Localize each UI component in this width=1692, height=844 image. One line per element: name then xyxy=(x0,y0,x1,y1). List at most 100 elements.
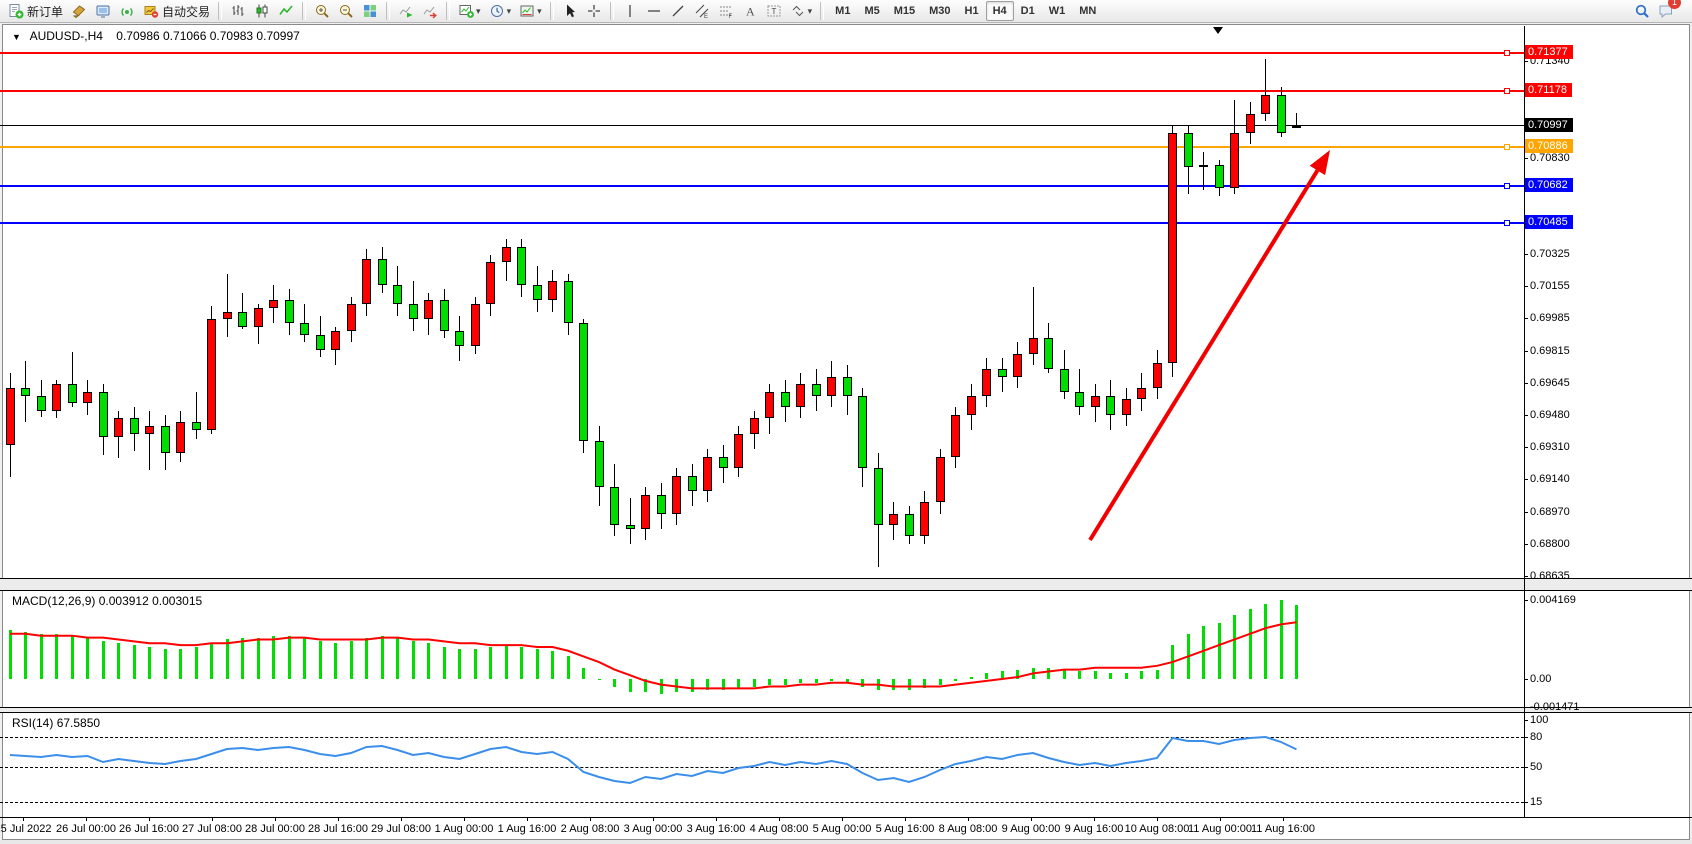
vertical-line-button[interactable] xyxy=(618,0,642,23)
chevron-down-icon[interactable]: ▾ xyxy=(506,5,512,16)
line-marker[interactable] xyxy=(1504,88,1510,95)
text-button[interactable]: A xyxy=(738,0,762,23)
timeframe-d1-button[interactable]: D1 xyxy=(1020,5,1035,17)
chevron-down-icon[interactable]: ▾ xyxy=(807,5,813,16)
timeframe-mn-button[interactable]: MN xyxy=(1079,5,1097,17)
shapes-icon xyxy=(792,5,803,17)
macd-histogram-bar xyxy=(1000,671,1004,679)
candle xyxy=(36,0,46,578)
price-tick-label: 0.69140 xyxy=(1530,473,1570,486)
timeframe-m5-button[interactable]: M5 xyxy=(864,5,880,17)
candle-body xyxy=(21,387,30,396)
chevron-down-icon[interactable]: ▾ xyxy=(476,5,481,16)
line-marker[interactable] xyxy=(1504,143,1510,150)
macd-histogram-bar xyxy=(380,635,384,679)
channel-button[interactable]: E xyxy=(690,0,714,23)
candle-body xyxy=(780,391,790,407)
zoom-in-button[interactable] xyxy=(310,0,334,23)
candle-body xyxy=(67,384,77,404)
candlestick-chart-button[interactable] xyxy=(250,0,274,23)
symbol-dropdown-icon[interactable]: ▼ xyxy=(12,32,21,42)
candle-body xyxy=(377,258,387,286)
bar-chart-button[interactable] xyxy=(226,0,250,23)
time-axis-tick xyxy=(842,817,843,821)
text-icon: A xyxy=(746,5,755,19)
chart-shift-marker[interactable] xyxy=(1213,27,1223,34)
candle xyxy=(377,0,387,578)
rsi-tick-label: 100 xyxy=(1530,714,1549,726)
profiles-button[interactable]: ▾ xyxy=(485,0,516,23)
horizontal-line-object[interactable] xyxy=(0,184,1524,187)
line-chart-button[interactable] xyxy=(274,0,298,23)
horizontal-line-object[interactable] xyxy=(0,222,1524,225)
rsi-level-line[interactable] xyxy=(0,737,1524,738)
candle xyxy=(1106,0,1115,578)
candle xyxy=(920,0,929,578)
notifications-button[interactable]: 1 xyxy=(1654,0,1681,23)
macd-histogram-bar xyxy=(582,667,585,679)
time-axis-tick xyxy=(779,817,780,821)
signals-button[interactable] xyxy=(115,0,139,23)
timeframe-h1-button[interactable]: H1 xyxy=(964,5,979,17)
macd-histogram-bar xyxy=(892,679,895,691)
cursor-button[interactable] xyxy=(558,0,582,23)
horizontal-line-icon xyxy=(647,10,660,12)
timeframe-m15-button[interactable]: M15 xyxy=(893,5,916,17)
candle xyxy=(827,0,836,578)
candle-body xyxy=(362,258,371,305)
candle xyxy=(1214,0,1224,578)
macd-histogram-bar xyxy=(1140,671,1143,679)
auto-scroll-button[interactable] xyxy=(394,0,418,23)
price-tick xyxy=(1524,575,1528,577)
fibonacci-button[interactable]: F xyxy=(714,0,738,23)
chart-window[interactable] xyxy=(2,24,1690,840)
chart-shift-button[interactable] xyxy=(418,0,442,23)
candle-body xyxy=(1183,132,1193,168)
terminal-button[interactable] xyxy=(91,0,115,23)
horizontal-line-object[interactable] xyxy=(0,52,1524,55)
candle xyxy=(749,0,759,578)
autotrading-button[interactable]: 自动交易 xyxy=(139,0,214,23)
candle-body xyxy=(594,441,604,487)
candle xyxy=(1230,0,1239,578)
rsi-level-line[interactable] xyxy=(0,767,1524,768)
new-order-button[interactable]: 新订单 xyxy=(4,0,67,23)
new-chart-button[interactable]: ▾ xyxy=(454,0,485,23)
panel-splitter[interactable] xyxy=(0,579,1692,590)
panel-divider[interactable] xyxy=(0,578,1692,579)
search-button[interactable] xyxy=(1630,0,1654,23)
crosshair-button[interactable] xyxy=(582,0,606,23)
candle-body xyxy=(889,513,898,526)
timeframe-h4-button[interactable]: H4 xyxy=(985,1,1014,21)
chevron-down-icon[interactable]: ▾ xyxy=(537,5,542,16)
horizontal-line-object[interactable] xyxy=(0,90,1524,93)
horizontal-line-button[interactable] xyxy=(642,0,666,23)
time-axis-tick xyxy=(905,817,906,821)
templates-button[interactable]: ▾ xyxy=(515,0,546,23)
label-button[interactable]: T xyxy=(762,0,786,23)
line-marker[interactable] xyxy=(1504,220,1510,227)
candle xyxy=(455,0,464,578)
timeframe-w1-button[interactable]: W1 xyxy=(1048,5,1066,17)
panel-divider[interactable] xyxy=(0,707,1692,708)
panel-divider[interactable] xyxy=(0,590,1692,591)
panel-divider[interactable] xyxy=(0,712,1692,713)
time-label: 26 Jul 00:00 xyxy=(56,823,116,835)
shapes-button[interactable]: ▾ xyxy=(786,0,817,23)
rsi-level-line[interactable] xyxy=(0,802,1524,803)
price-axis-line[interactable] xyxy=(1524,26,1525,817)
timeframe-m30-button[interactable]: M30 xyxy=(929,5,951,17)
macd-histogram-bar xyxy=(256,637,260,679)
horizontal-line-object[interactable] xyxy=(0,145,1524,148)
candle xyxy=(129,0,139,578)
zoom-out-button[interactable] xyxy=(334,0,358,23)
candle-body xyxy=(796,384,805,407)
line-marker[interactable] xyxy=(1504,50,1510,57)
timeframe-m1-button[interactable]: M1 xyxy=(835,5,851,17)
time-label: 3 Aug 16:00 xyxy=(686,823,746,835)
tile-windows-button[interactable] xyxy=(358,0,382,23)
trendline-button[interactable] xyxy=(666,0,690,23)
line-marker[interactable] xyxy=(1504,182,1510,189)
panel-splitter[interactable] xyxy=(0,708,1692,712)
styler-button[interactable] xyxy=(67,0,91,23)
